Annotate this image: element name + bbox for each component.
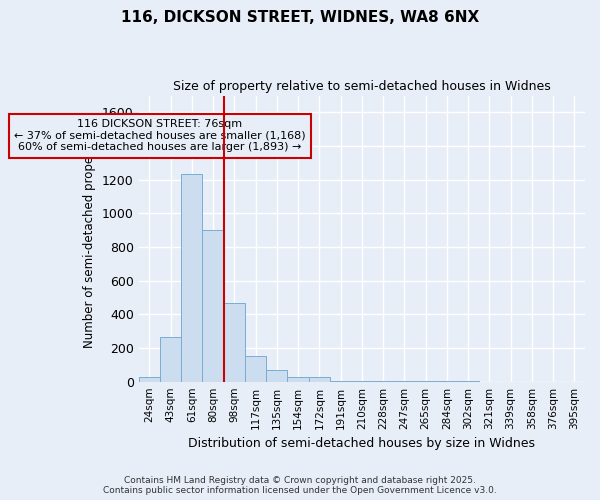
Bar <box>224 302 245 382</box>
Bar <box>266 370 287 382</box>
Bar <box>245 356 266 382</box>
Bar <box>330 381 351 382</box>
Y-axis label: Number of semi-detached properties: Number of semi-detached properties <box>83 130 97 348</box>
Title: Size of property relative to semi-detached houses in Widnes: Size of property relative to semi-detach… <box>173 80 551 93</box>
X-axis label: Distribution of semi-detached houses by size in Widnes: Distribution of semi-detached houses by … <box>188 437 535 450</box>
Text: 116, DICKSON STREET, WIDNES, WA8 6NX: 116, DICKSON STREET, WIDNES, WA8 6NX <box>121 10 479 25</box>
Text: Contains HM Land Registry data © Crown copyright and database right 2025.
Contai: Contains HM Land Registry data © Crown c… <box>103 476 497 495</box>
Bar <box>181 174 202 382</box>
Bar <box>202 230 224 382</box>
Text: 116 DICKSON STREET: 76sqm
← 37% of semi-detached houses are smaller (1,168)
60% : 116 DICKSON STREET: 76sqm ← 37% of semi-… <box>14 119 306 152</box>
Bar <box>139 378 160 382</box>
Bar <box>309 378 330 382</box>
Bar <box>351 381 373 382</box>
Bar <box>287 378 309 382</box>
Bar <box>160 337 181 382</box>
Bar <box>373 381 394 382</box>
